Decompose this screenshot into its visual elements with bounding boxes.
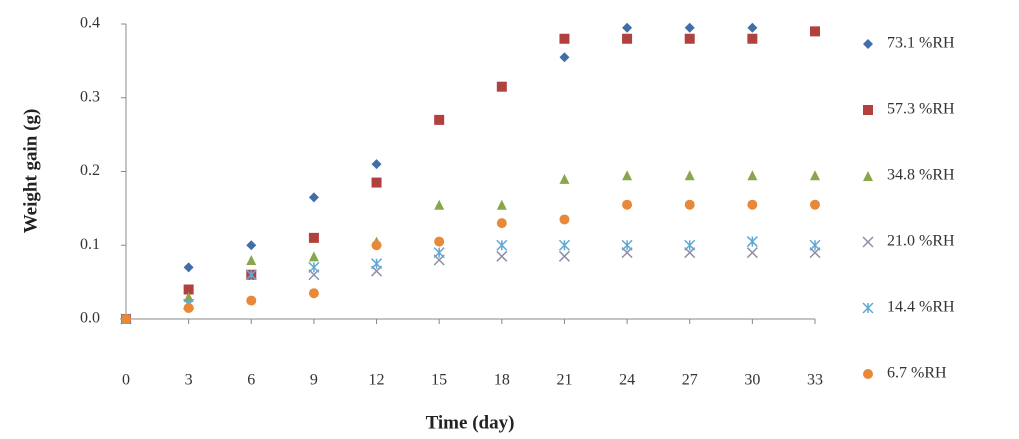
chart: Time (day) Weight gain (g) 0.0 0.1 0.2 0.3 0… (0, 0, 1019, 439)
legend-label: 6.7 %RH (887, 365, 947, 382)
legend-label: 34.8 %RH (887, 167, 955, 184)
data-point (559, 52, 569, 62)
x-tick-label: 30 (744, 372, 760, 389)
data-point (747, 34, 757, 44)
data-point (372, 240, 382, 250)
x-tick-label: 24 (619, 372, 635, 389)
legend-marker (863, 303, 873, 313)
legend-label: 21.0 %RH (887, 233, 955, 250)
y-tick-label: 0.3 (80, 88, 100, 105)
data-point (372, 159, 382, 169)
data-point (810, 170, 820, 180)
x-tick-label: 9 (310, 372, 318, 389)
data-point (497, 251, 507, 261)
data-point (622, 170, 632, 180)
data-point (372, 178, 382, 188)
y-tick-label: 0.4 (80, 15, 100, 32)
legend-marker (863, 237, 873, 247)
data-point (622, 23, 632, 33)
data-point (747, 170, 757, 180)
data-point (309, 262, 319, 272)
x-tick-label: 15 (431, 372, 447, 389)
x-tick-label: 0 (122, 372, 130, 389)
x-tick-label: 21 (556, 372, 572, 389)
data-point (685, 170, 695, 180)
legend-label: 57.3 %RH (887, 101, 955, 118)
data-point (434, 248, 444, 258)
x-tick-label: 18 (494, 372, 510, 389)
x-tick-label: 27 (682, 372, 698, 389)
data-point (685, 23, 695, 33)
data-point (622, 34, 632, 44)
data-point (246, 255, 256, 265)
data-point (309, 288, 319, 298)
legend-marker (863, 105, 873, 115)
y-tick-label: 0.2 (80, 162, 100, 179)
data-point (434, 200, 444, 210)
data-point (121, 314, 131, 324)
data-point (685, 34, 695, 44)
data-point (184, 262, 194, 272)
data-point (246, 296, 256, 306)
data-point (497, 218, 507, 228)
data-point (184, 303, 194, 313)
data-point (747, 237, 757, 247)
data-point (309, 192, 319, 202)
x-tick-label: 6 (247, 372, 255, 389)
x-tick-label: 12 (369, 372, 385, 389)
legend-marker (863, 39, 873, 49)
data-point (309, 251, 319, 261)
data-point (747, 248, 757, 258)
x-tick-label: 3 (185, 372, 193, 389)
legend-label: 73.1 %RH (887, 35, 955, 52)
data-point (559, 214, 569, 224)
data-point (622, 200, 632, 210)
x-tick-label: 33 (807, 372, 823, 389)
legend-marker (863, 171, 873, 181)
x-axis-label: Time (day) (426, 412, 515, 433)
data-point (559, 34, 569, 44)
legend-label: 14.4 %RH (887, 299, 955, 316)
data-point (497, 200, 507, 210)
data-point (685, 240, 695, 250)
data-point (810, 26, 820, 36)
data-point (497, 240, 507, 250)
data-point (559, 240, 569, 250)
data-point (747, 200, 757, 210)
data-point (622, 240, 632, 250)
y-tick-label: 0.1 (80, 236, 100, 253)
data-point (434, 237, 444, 247)
y-tick-label: 0.0 (80, 310, 100, 327)
data-point (747, 23, 757, 33)
legend-marker (863, 369, 873, 379)
data-point (434, 115, 444, 125)
data-point (810, 240, 820, 250)
data-point (309, 233, 319, 243)
data-point (246, 240, 256, 250)
data-point (559, 251, 569, 261)
data-point (497, 82, 507, 92)
y-axis-label: Weight gain (g) (20, 109, 41, 234)
data-point (810, 200, 820, 210)
data-point (559, 174, 569, 184)
data-point (372, 259, 382, 269)
data-point (685, 200, 695, 210)
